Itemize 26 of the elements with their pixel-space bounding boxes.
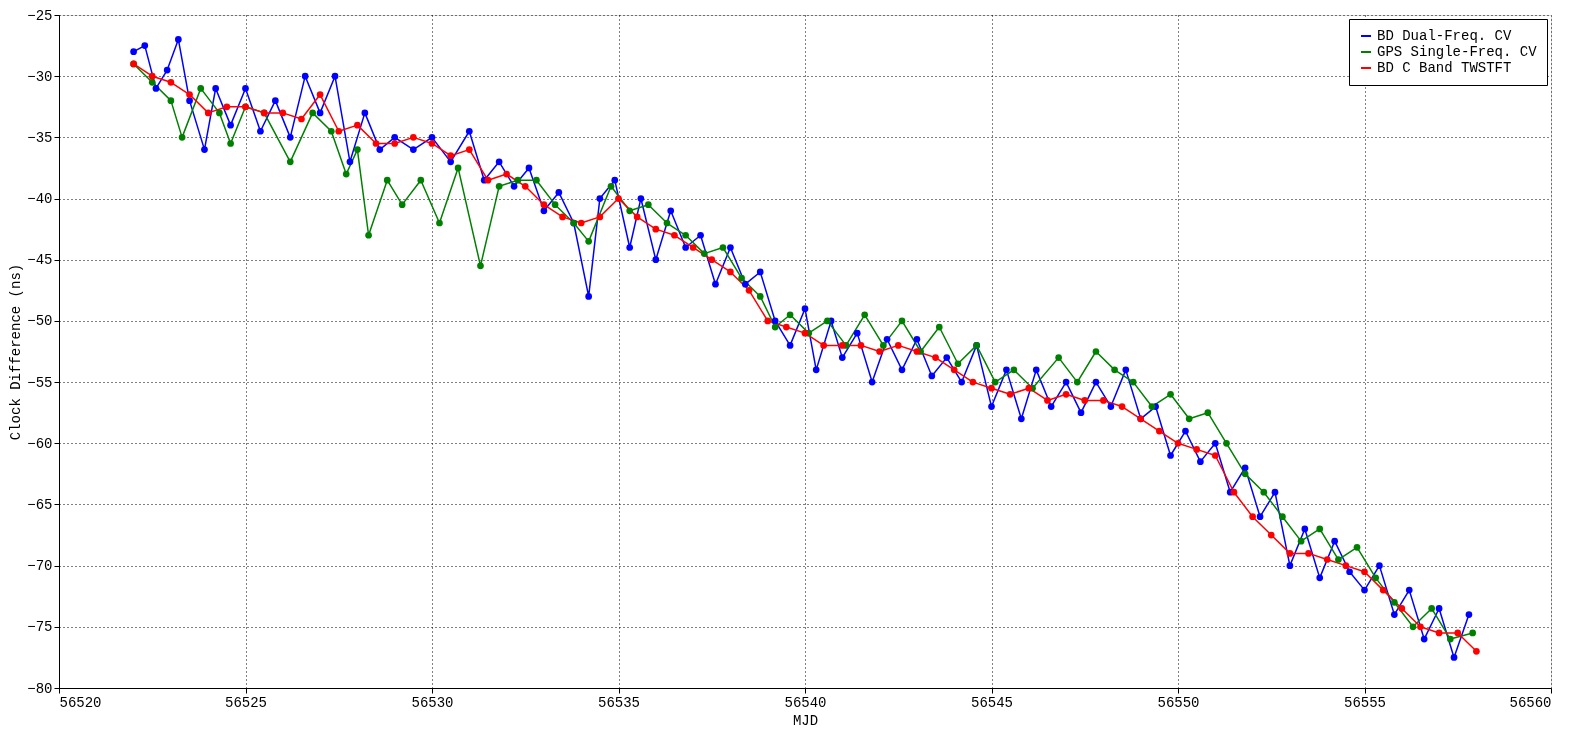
legend-label: BD C Band TWSTFT [1377, 60, 1512, 76]
y-tick-label: −50 [27, 313, 53, 330]
x-tick-label: 56555 [1343, 694, 1387, 711]
y-tick-label: −65 [27, 496, 53, 513]
y-axis-title: Clock Difference (ns) [8, 263, 25, 441]
x-tick-label: 56535 [597, 694, 641, 711]
x-tick-label: 56560 [1509, 694, 1552, 711]
x-tick-label: 56550 [1157, 694, 1200, 711]
x-tick-label: 56525 [224, 694, 268, 711]
legend-label: GPS Single-Freq. CV [1377, 44, 1538, 60]
y-tick-label: −75 [27, 619, 53, 636]
x-tick-label: 56530 [411, 694, 454, 711]
y-tick-label: −40 [27, 191, 53, 208]
y-tick-label: −25 [27, 7, 53, 24]
x-tick-label: 56545 [970, 694, 1014, 711]
y-tick-label: −35 [27, 129, 53, 146]
x-axis-title: MJD [792, 712, 819, 729]
x-tick-label: 56540 [784, 694, 827, 711]
legend-label: BD Dual-Freq. CV [1377, 28, 1513, 44]
y-tick-label: −30 [27, 68, 53, 85]
x-tick-label: 56520 [59, 694, 102, 711]
y-tick-label: −80 [27, 680, 53, 697]
y-tick-label: −60 [27, 435, 53, 452]
y-tick-label: −70 [27, 558, 53, 575]
y-tick-label: −45 [27, 252, 53, 269]
y-tick-label: −55 [27, 374, 53, 391]
